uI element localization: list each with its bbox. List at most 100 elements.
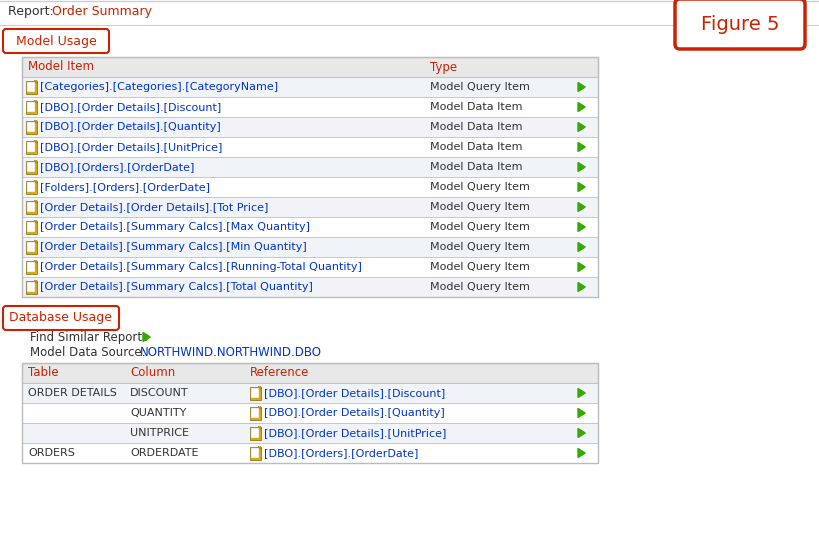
Text: [DBO].[Order Details].[Quantity]: [DBO].[Order Details].[Quantity]: [264, 408, 444, 418]
Text: [Categories].[Categories].[CategoryName]: [Categories].[Categories].[CategoryName]: [40, 82, 278, 92]
Polygon shape: [577, 203, 585, 212]
Polygon shape: [34, 280, 37, 284]
Bar: [22, 443, 597, 463]
Polygon shape: [577, 408, 585, 417]
Text: Column: Column: [130, 367, 175, 379]
FancyBboxPatch shape: [3, 29, 109, 53]
Bar: [22, 423, 597, 443]
Text: [DBO].[Order Details].[UnitPrice]: [DBO].[Order Details].[UnitPrice]: [40, 142, 222, 152]
Bar: [250, 407, 260, 419]
Bar: [28, 282, 35, 292]
Text: Model Query Item: Model Query Item: [429, 242, 529, 252]
Bar: [22, 277, 597, 297]
Text: [DBO].[Order Details].[UnitPrice]: [DBO].[Order Details].[UnitPrice]: [264, 428, 446, 438]
Text: Report:: Report:: [8, 5, 57, 19]
Bar: [22, 217, 597, 237]
Bar: [26, 280, 37, 294]
Text: Find Similar Reports: Find Similar Reports: [30, 330, 148, 343]
Bar: [22, 77, 597, 97]
Bar: [22, 363, 597, 383]
Text: QUANTITY: QUANTITY: [130, 408, 186, 418]
Text: [DBO].[Order Details].[Discount]: [DBO].[Order Details].[Discount]: [264, 388, 445, 398]
Bar: [28, 122, 35, 132]
Bar: [22, 57, 597, 297]
Polygon shape: [34, 200, 37, 204]
Polygon shape: [34, 101, 37, 103]
Text: Table: Table: [28, 367, 58, 379]
Bar: [22, 403, 597, 423]
Bar: [22, 157, 597, 177]
Text: [Order Details].[Order Details].[Tot Price]: [Order Details].[Order Details].[Tot Pri…: [40, 202, 268, 212]
Bar: [28, 222, 35, 232]
Polygon shape: [577, 123, 585, 132]
Polygon shape: [577, 262, 585, 271]
Text: Figure 5: Figure 5: [700, 14, 778, 34]
Bar: [26, 181, 37, 193]
Polygon shape: [258, 426, 260, 430]
Bar: [250, 386, 260, 400]
Bar: [251, 448, 259, 458]
FancyBboxPatch shape: [674, 0, 804, 49]
Bar: [22, 363, 597, 463]
Polygon shape: [34, 221, 37, 223]
FancyBboxPatch shape: [3, 306, 119, 330]
Polygon shape: [577, 83, 585, 92]
Text: Model Query Item: Model Query Item: [429, 202, 529, 212]
Polygon shape: [34, 240, 37, 244]
Text: UNITPRICE: UNITPRICE: [130, 428, 188, 438]
Bar: [28, 162, 35, 172]
Text: [Order Details].[Summary Calcs].[Min Quantity]: [Order Details].[Summary Calcs].[Min Qua…: [40, 242, 306, 252]
Bar: [26, 141, 37, 154]
Text: [DBO].[Orders].[OrderDate]: [DBO].[Orders].[OrderDate]: [264, 448, 418, 458]
Polygon shape: [577, 163, 585, 172]
Bar: [26, 120, 37, 133]
Bar: [250, 447, 260, 459]
Text: Model Item: Model Item: [28, 61, 94, 74]
Bar: [22, 117, 597, 137]
Bar: [251, 428, 259, 438]
Polygon shape: [577, 282, 585, 292]
Bar: [28, 202, 35, 212]
Text: DISCOUNT: DISCOUNT: [130, 388, 188, 398]
Polygon shape: [34, 160, 37, 164]
Polygon shape: [577, 448, 585, 457]
Text: [DBO].[Orders].[OrderDate]: [DBO].[Orders].[OrderDate]: [40, 162, 194, 172]
Bar: [26, 240, 37, 254]
Text: Model Query Item: Model Query Item: [429, 282, 529, 292]
Polygon shape: [577, 389, 585, 398]
Polygon shape: [34, 181, 37, 183]
Text: ORDER DETAILS: ORDER DETAILS: [28, 388, 117, 398]
Polygon shape: [34, 261, 37, 263]
Polygon shape: [577, 222, 585, 231]
Bar: [26, 101, 37, 114]
Bar: [251, 408, 259, 418]
Bar: [22, 137, 597, 157]
Text: [DBO].[Order Details].[Quantity]: [DBO].[Order Details].[Quantity]: [40, 122, 220, 132]
Text: [Order Details].[Summary Calcs].[Total Quantity]: [Order Details].[Summary Calcs].[Total Q…: [40, 282, 313, 292]
Text: Model Data Item: Model Data Item: [429, 102, 522, 112]
Text: Type: Type: [429, 61, 456, 74]
Text: ORDERS: ORDERS: [28, 448, 75, 458]
Text: Model Usage: Model Usage: [16, 35, 97, 47]
Text: Model Data Item: Model Data Item: [429, 122, 522, 132]
Bar: [22, 383, 597, 403]
Text: Reference: Reference: [250, 367, 309, 379]
Bar: [26, 80, 37, 93]
Polygon shape: [34, 141, 37, 143]
Bar: [22, 257, 597, 277]
Text: ORDERDATE: ORDERDATE: [130, 448, 198, 458]
Text: Model Query Item: Model Query Item: [429, 82, 529, 92]
Bar: [26, 160, 37, 174]
Text: Order Summary: Order Summary: [52, 5, 152, 19]
Bar: [28, 142, 35, 152]
Polygon shape: [577, 142, 585, 151]
Text: Model Data Item: Model Data Item: [429, 142, 522, 152]
Polygon shape: [143, 333, 150, 342]
Polygon shape: [577, 243, 585, 252]
Text: Model Query Item: Model Query Item: [429, 182, 529, 192]
Polygon shape: [577, 102, 585, 111]
Bar: [22, 57, 597, 77]
Text: Model Query Item: Model Query Item: [429, 262, 529, 272]
Text: NORTHWIND.NORTHWIND.DBO: NORTHWIND.NORTHWIND.DBO: [140, 346, 322, 359]
Bar: [251, 388, 259, 398]
